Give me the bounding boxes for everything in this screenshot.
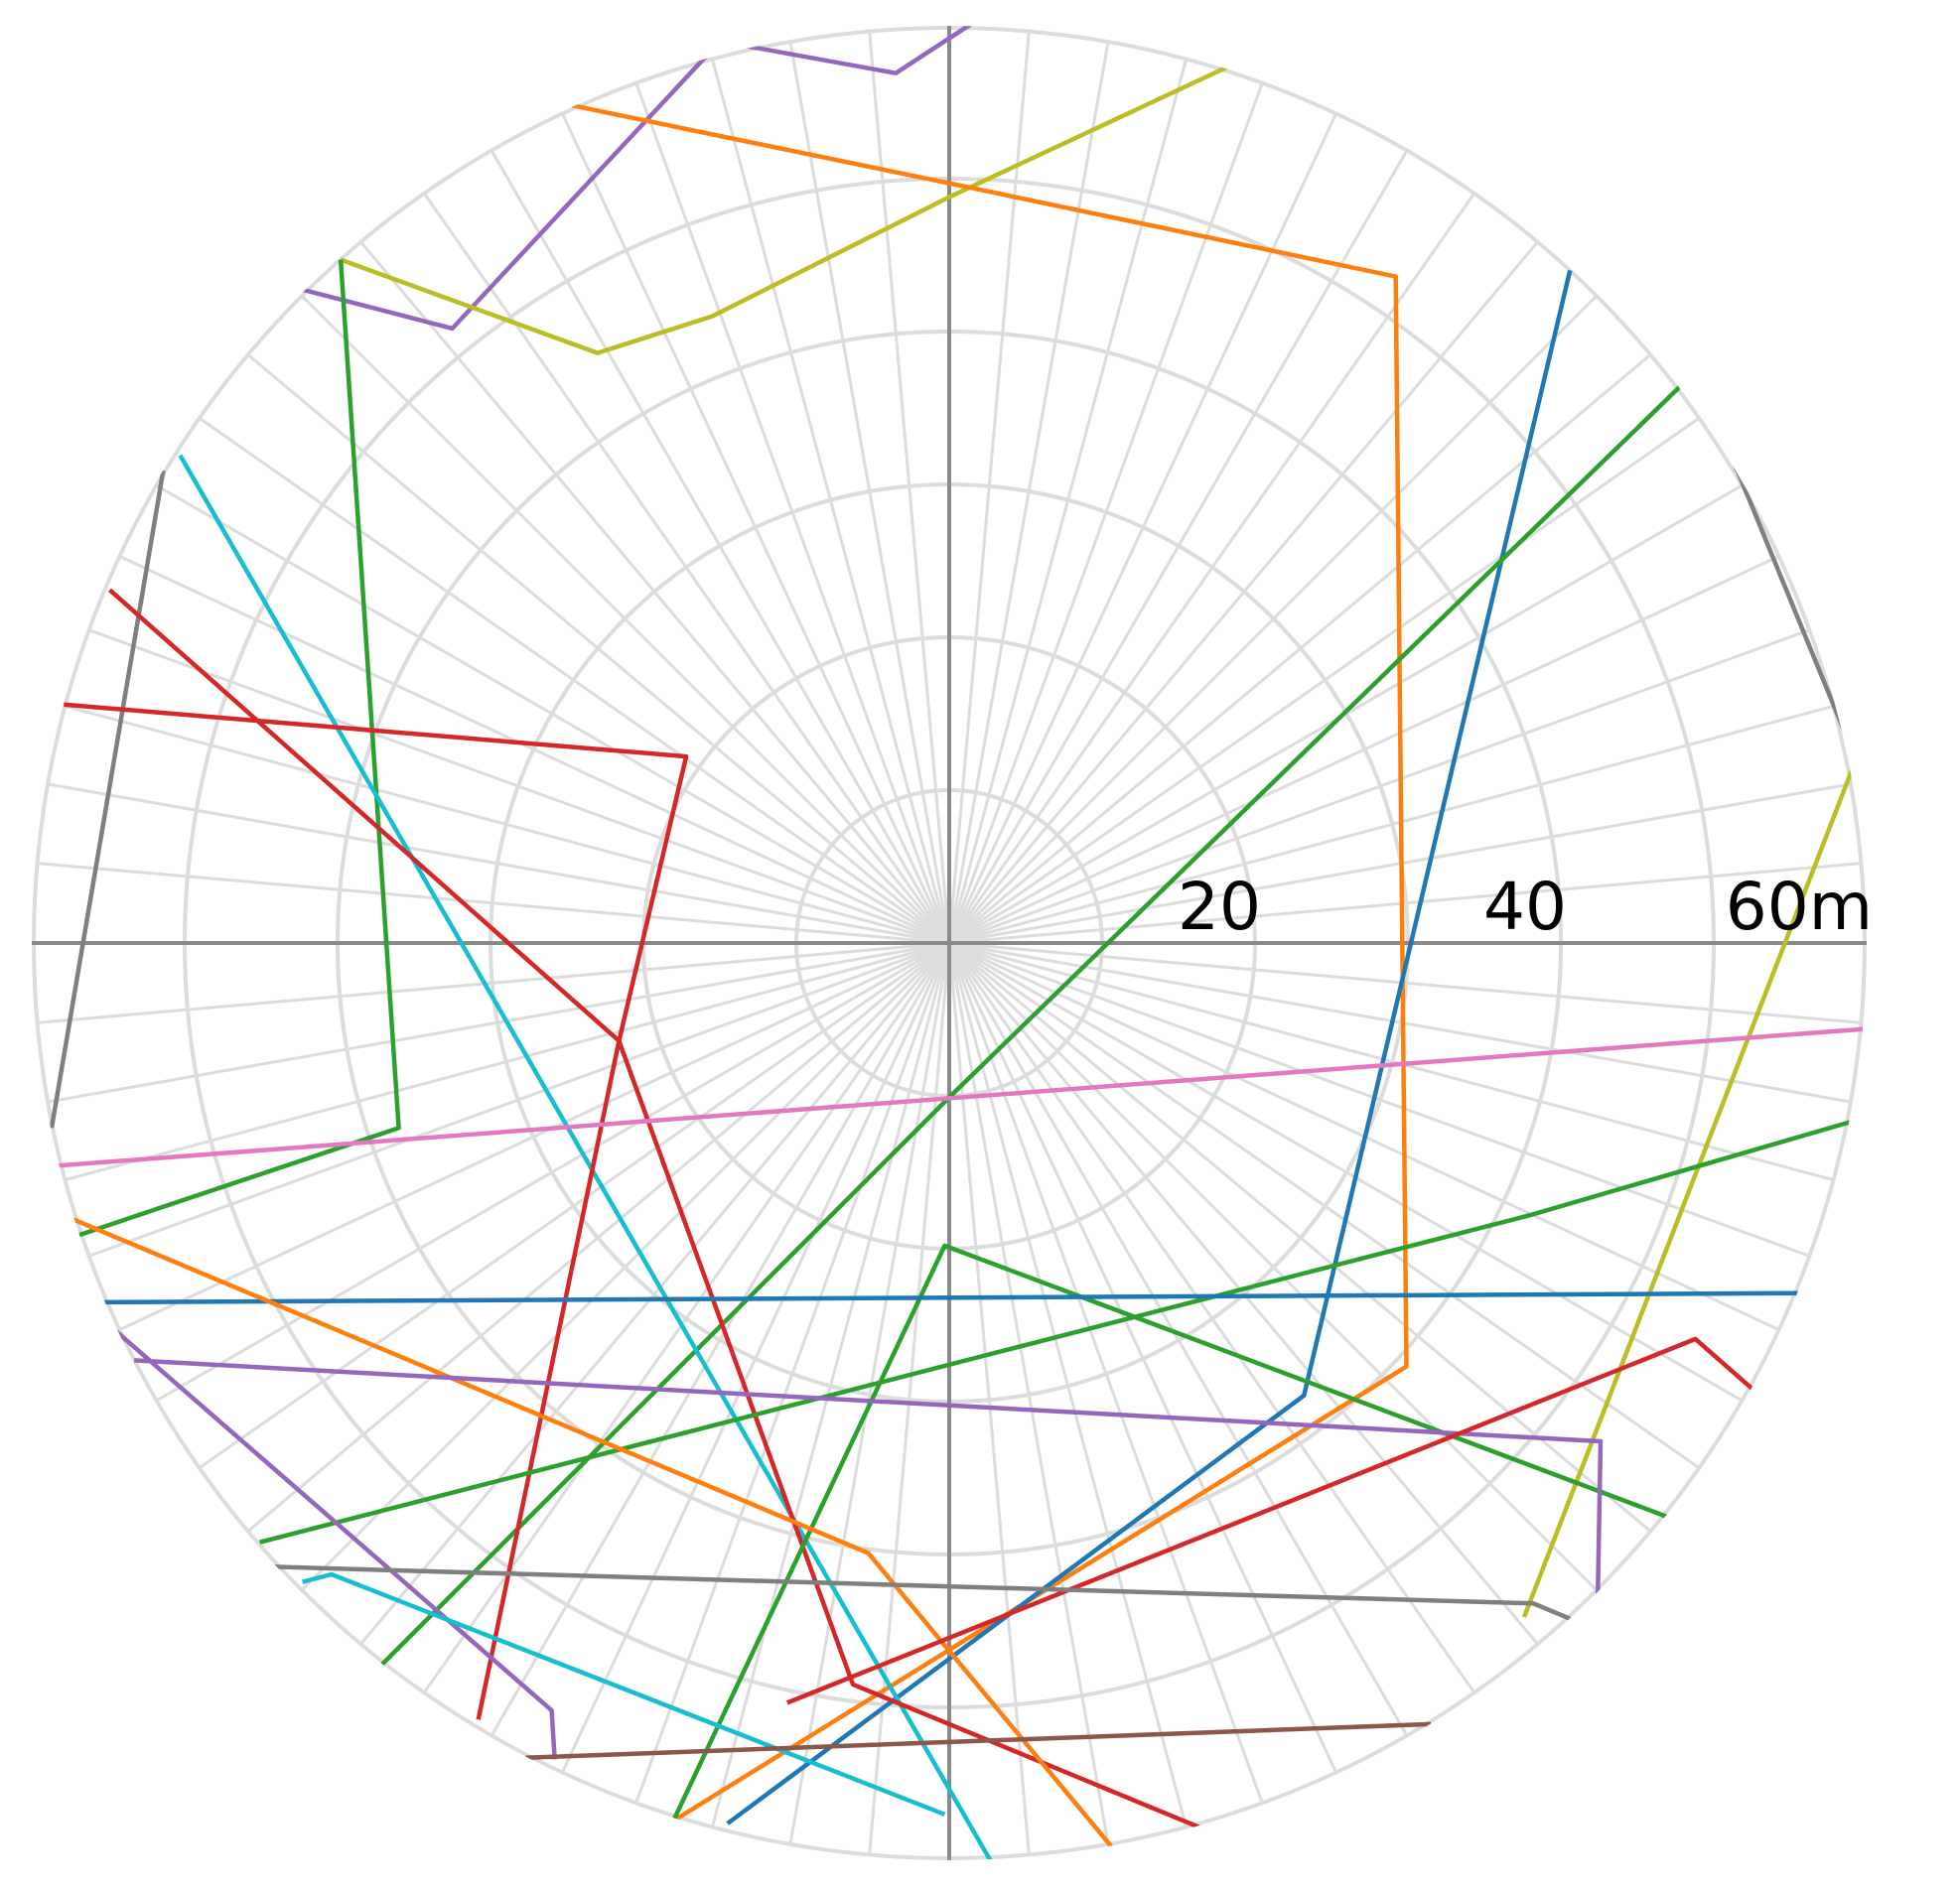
radial-tick-label-60: 60m <box>1726 869 1873 945</box>
trajectory-line-18 <box>66 1214 1113 1848</box>
radial-tick-labels: 20 40 60m <box>1178 869 1873 945</box>
trajectory-line-1 <box>245 26 972 332</box>
trajectory-line-16 <box>662 1243 1675 1840</box>
trajectory-line-14 <box>51 1025 1867 1169</box>
trajectory-line-6 <box>1731 459 1859 761</box>
trajectory-line-15 <box>258 1118 1857 1545</box>
trajectory-line-22 <box>270 1564 1572 1621</box>
trajectory-line-7 <box>1521 758 1859 1618</box>
trajectory-line-4 <box>726 269 1573 1825</box>
trajectory-line-19 <box>134 1358 1604 1608</box>
trajectory-line-20 <box>112 1327 557 1760</box>
trajectory-line-10 <box>178 454 995 1860</box>
trajectory-line-21 <box>785 1336 1760 1705</box>
trajectory-series <box>49 26 1867 1860</box>
radial-tick-label-40: 40 <box>1483 869 1567 945</box>
trajectory-line-12 <box>64 702 689 1042</box>
trajectory-line-8 <box>73 259 401 1239</box>
trajectory-line-13 <box>617 1039 1202 1830</box>
trajectory-line-23 <box>302 1571 946 1817</box>
trajectory-line-24 <box>525 1721 1432 1761</box>
radial-tick-label-20: 20 <box>1178 869 1261 945</box>
polar-axes <box>32 26 1867 1860</box>
trajectory-line-17 <box>100 1290 1801 1305</box>
trajectory-line-2 <box>340 63 1232 355</box>
trajectory-line-3 <box>571 102 1409 1842</box>
trajectory-line-9 <box>49 470 166 1129</box>
